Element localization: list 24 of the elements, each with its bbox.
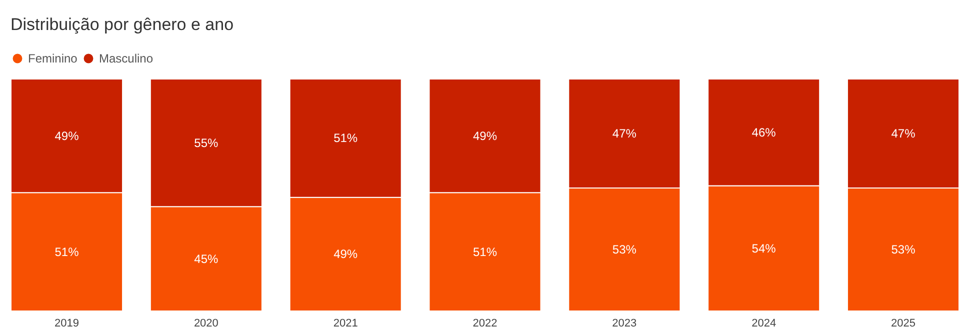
chart-title: Distribuição por gênero e ano	[10, 15, 234, 34]
x-tick-label: 2022	[472, 318, 498, 330]
data-label: 45%	[194, 252, 219, 266]
data-label: 49%	[54, 128, 80, 143]
data-label: 51%	[472, 244, 498, 259]
data-label: 49%	[334, 247, 358, 262]
x-tick-label: 2019	[54, 318, 80, 330]
data-label: 47%	[612, 126, 637, 141]
legend-label: Masculino	[99, 52, 154, 66]
x-tick-label: 2023	[612, 318, 637, 330]
data-label: 46%	[752, 125, 776, 140]
legend-label: Feminino	[28, 52, 78, 66]
x-tick-label: 2024	[752, 318, 776, 330]
data-label: 47%	[891, 126, 916, 141]
data-label: 51%	[334, 131, 358, 146]
data-label: 54%	[752, 241, 776, 256]
data-label: 53%	[891, 242, 916, 257]
data-label: 55%	[194, 136, 219, 150]
x-tick-label: 2020	[194, 318, 218, 330]
data-label: 49%	[472, 128, 498, 143]
x-tick-label: 2021	[333, 318, 358, 330]
data-label: 53%	[612, 242, 637, 257]
x-tick-label: 2025	[890, 318, 916, 330]
data-label: 51%	[54, 244, 80, 259]
